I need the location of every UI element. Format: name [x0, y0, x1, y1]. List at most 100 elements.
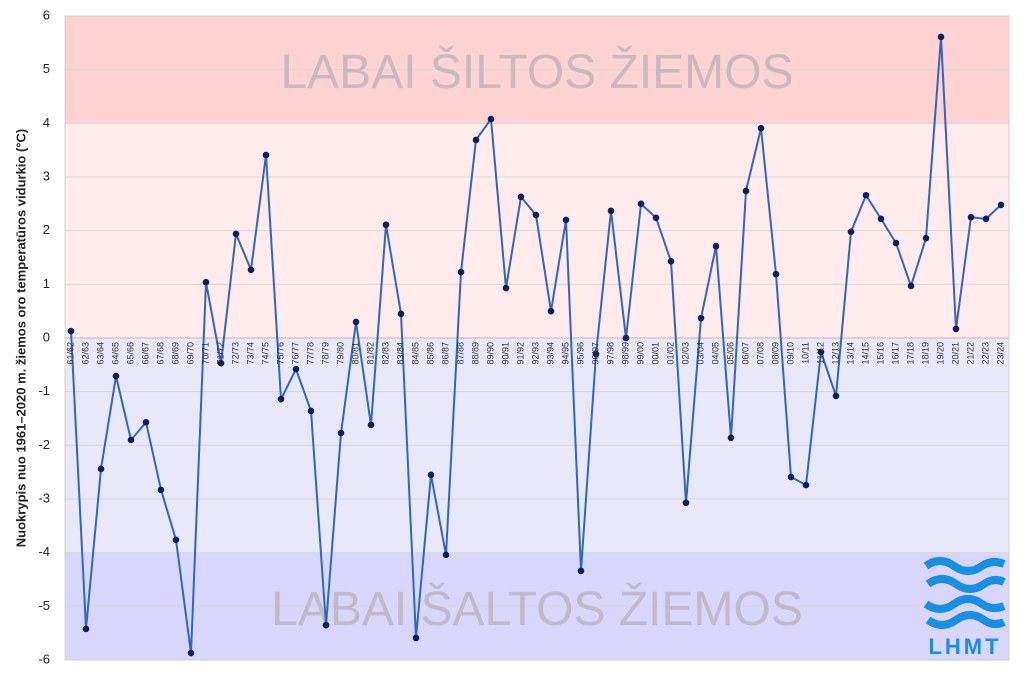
x-tick-label: 22/23 — [980, 342, 990, 365]
x-tick-label: 14/15 — [860, 342, 870, 365]
x-tick-label: 02/03 — [680, 342, 690, 365]
series — [67, 33, 1005, 657]
marker — [202, 278, 210, 286]
y-axis-label: Nuokrypis nuo 1961–2020 m. žiemos oro te… — [13, 129, 28, 547]
marker — [277, 395, 285, 403]
marker — [472, 136, 480, 144]
x-tick-label: 71/72 — [215, 342, 225, 365]
marker — [562, 216, 570, 224]
marker — [922, 234, 930, 242]
x-tick-label: 76/77 — [290, 342, 300, 365]
marker — [637, 200, 645, 208]
x-tick-label: 92/93 — [530, 342, 540, 365]
marker — [412, 634, 420, 642]
marker — [442, 551, 450, 559]
x-tick-label: 66/67 — [140, 342, 150, 365]
x-tick-label: 70/71 — [200, 342, 210, 365]
marker — [292, 365, 300, 373]
x-tick-label: 91/92 — [515, 342, 525, 365]
marker — [217, 359, 225, 367]
x-tick-label: 01/02 — [665, 342, 675, 365]
x-tick-label: 19/20 — [935, 342, 945, 365]
marker — [667, 257, 675, 265]
x-tick-label: 87/88 — [455, 342, 465, 365]
x-tick-label: 62/63 — [80, 342, 90, 365]
x-tick-label: 13/14 — [845, 342, 855, 365]
annotation-warm: LABAI ŠILTOS ŽIEMOS — [280, 45, 793, 99]
x-tick-label: 04/05 — [710, 342, 720, 365]
marker — [187, 649, 195, 657]
x-tick-label: 18/19 — [920, 342, 930, 365]
y-tick-label: 3 — [43, 168, 50, 183]
marker — [742, 187, 750, 195]
x-tick-label: 83/84 — [395, 342, 405, 365]
x-tick-label: 08/09 — [770, 342, 780, 365]
x-tick-label: 81/82 — [365, 342, 375, 365]
marker — [832, 392, 840, 400]
x-tick-label: 88/89 — [470, 342, 480, 365]
marker — [907, 282, 915, 290]
marker — [262, 151, 270, 159]
marker — [142, 418, 150, 426]
marker — [367, 421, 375, 429]
marker — [937, 33, 945, 41]
y-tick-label: -5 — [38, 598, 50, 613]
x-tick-label: 11/12 — [815, 342, 825, 364]
marker — [112, 372, 120, 380]
marker — [802, 481, 810, 489]
x-tick-label: 61/62 — [65, 342, 75, 365]
marker — [877, 215, 885, 223]
x-tick-label: 74/75 — [260, 342, 270, 365]
x-tick-label: 23/24 — [995, 342, 1005, 365]
marker — [577, 567, 585, 575]
marker — [982, 215, 990, 223]
x-tick-label: 77/78 — [305, 342, 315, 365]
marker — [247, 266, 255, 274]
marker — [157, 486, 165, 494]
y-tick-label: 5 — [43, 61, 50, 76]
x-tick-label: 07/08 — [755, 342, 765, 365]
x-tick-label: 93/94 — [545, 342, 555, 365]
logo-wave — [925, 611, 1006, 629]
x-tick-label: 99/00 — [635, 342, 645, 365]
marker — [622, 334, 630, 342]
x-tick-label: 84/85 — [410, 342, 420, 365]
x-tick-label: 16/17 — [890, 342, 900, 365]
x-tick-label: 82/83 — [380, 342, 390, 365]
x-tick-label: 21/22 — [965, 342, 975, 365]
x-tick-label: 72/73 — [230, 342, 240, 365]
logo-wave — [923, 595, 1006, 613]
marker — [502, 284, 510, 292]
x-tick-label: 65/66 — [125, 342, 135, 365]
x-tick-label: 89/90 — [485, 342, 495, 365]
x-tick-label: 68/69 — [170, 342, 180, 365]
marker — [952, 325, 960, 333]
x-tick-label: 97/98 — [605, 342, 615, 365]
x-tick-label: 80/81 — [350, 342, 360, 365]
x-tick-label: 69/70 — [185, 342, 195, 365]
y-tick-label: -4 — [38, 544, 50, 559]
y-tick-label: -2 — [38, 437, 50, 452]
x-tick-label: 17/18 — [905, 342, 915, 365]
y-tick-label: 4 — [43, 115, 50, 130]
x-tick-label: 96/97 — [590, 342, 600, 365]
x-tick-label: 05/06 — [725, 342, 735, 365]
marker — [697, 314, 705, 322]
marker — [307, 407, 315, 415]
x-tick-label: 12/13 — [830, 342, 840, 365]
y-tick-label: 1 — [43, 276, 50, 291]
marker — [847, 228, 855, 236]
marker — [127, 436, 135, 444]
marker — [97, 465, 105, 473]
x-tick-label: 90/91 — [500, 342, 510, 365]
x-tick-label: 95/96 — [575, 342, 585, 365]
marker — [547, 307, 555, 315]
x-tick-label: 75/76 — [275, 342, 285, 365]
marker — [532, 211, 540, 219]
marker — [382, 221, 390, 229]
x-tick-label: 64/65 — [110, 342, 120, 365]
marker — [682, 499, 690, 507]
x-tick-label: 73/74 — [245, 342, 255, 365]
marker — [337, 429, 345, 437]
x-tick-label: 63/64 — [95, 342, 105, 365]
